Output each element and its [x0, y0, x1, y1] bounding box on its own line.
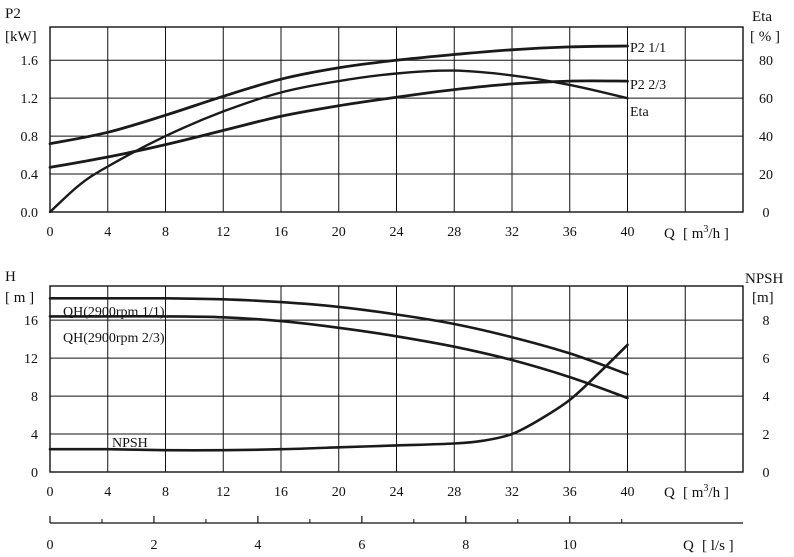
bottom-x-tick-label: 40 [621, 485, 635, 500]
top-q-axis-label: Q [664, 226, 675, 242]
top-x-tick-label: 40 [621, 225, 635, 240]
top-x-tick-label: 0 [47, 225, 54, 240]
top-x-tick-label: 32 [505, 225, 519, 240]
power-efficiency-panel: 0 4 8 12 16 20 24 28 32 36 40 0.0 0.4 0.8 1.2 1.6 0 20 40 6… [5, 6, 780, 242]
bottom-right-tick-label: 6 [763, 352, 770, 367]
ls-q-axis-label: Q [683, 538, 694, 554]
bottom-left-tick-label: 0 [31, 466, 38, 481]
bottom-curves [48, 296, 629, 452]
top-x-tick-label: 28 [447, 225, 461, 240]
h-axis-unit: [ m ] [5, 290, 34, 306]
bottom-x-tick-label: 8 [162, 485, 169, 500]
bottom-right-tick-label: 8 [763, 314, 770, 329]
bottom-x-tick-label: 20 [332, 485, 346, 500]
top-left-tick-label: 1.2 [21, 92, 39, 107]
bottom-q-axis-unit: [ m3/h ] [683, 483, 729, 501]
bottom-x-tick-label: 12 [216, 485, 230, 500]
top-curves [48, 44, 629, 214]
npsh-axis-unit: [m] [752, 290, 774, 306]
top-tick-labels: 0 4 8 12 16 20 24 28 32 36 40 0.0 0.4 0.8 1.2 1.6 0 20 40 6… [21, 54, 774, 240]
bottom-right-tick-label: 0 [763, 466, 770, 481]
eta-series-label: Eta [630, 105, 649, 120]
npsh-series-label: NPSH [112, 436, 148, 451]
top-right-tick-label: 60 [759, 92, 773, 107]
npsh-curve [48, 343, 629, 452]
ls-axis-ticks: 0 2 4 6 8 10 [47, 516, 623, 553]
p2-2-3-curve [48, 79, 629, 169]
eta-axis-title: Eta [752, 9, 772, 25]
p2-axis-unit: [kW] [5, 29, 37, 45]
top-x-tick-label: 20 [332, 225, 346, 240]
npsh-axis-title: NPSH [745, 271, 784, 287]
top-right-tick-label: 0 [763, 206, 770, 221]
bottom-left-tick-label: 16 [24, 314, 38, 329]
top-right-tick-label: 80 [759, 54, 773, 69]
bottom-x-tick-label: 4 [104, 485, 111, 500]
qh-2900rpm-2-3-curve [48, 315, 629, 400]
bottom-right-tick-label: 4 [763, 390, 770, 405]
top-x-tick-label: 36 [563, 225, 577, 240]
ls-tick-label: 2 [150, 538, 157, 553]
bottom-x-tick-label: 16 [274, 485, 288, 500]
top-right-tick-label: 40 [759, 130, 773, 145]
top-left-tick-label: 0.4 [21, 168, 39, 183]
p2-axis-title: P2 [5, 6, 21, 22]
top-x-tick-label: 8 [162, 225, 169, 240]
bottom-x-tick-label: 32 [505, 485, 519, 500]
bottom-right-tick-label: 2 [763, 428, 770, 443]
bottom-left-tick-label: 12 [24, 352, 38, 367]
top-x-tick-label: 24 [390, 225, 404, 240]
p2-1-1-curve [48, 44, 629, 146]
qh-2-3-series-label: QH(2900rpm 2/3) [63, 331, 165, 346]
eta-curve [48, 69, 629, 214]
bottom-q-axis-label: Q [664, 485, 675, 501]
top-left-tick-label: 0.0 [21, 206, 39, 221]
ls-tick-label: 4 [254, 538, 261, 553]
ls-tick-label: 10 [563, 538, 577, 553]
top-left-tick-label: 0.8 [21, 130, 39, 145]
bottom-left-tick-label: 4 [31, 428, 38, 443]
top-x-tick-label: 12 [216, 225, 230, 240]
qh-full-series-label: QH(2900rpm 1/1) [63, 305, 165, 320]
ls-q-axis-unit: [ l/s ] [702, 538, 734, 554]
top-x-tick-label: 16 [274, 225, 288, 240]
eta-axis-unit: [ % ] [750, 29, 780, 45]
p2-2-3-series-label: P2 2/3 [630, 78, 666, 93]
ls-tick-label: 6 [358, 538, 365, 553]
ls-tick-label: 8 [462, 538, 469, 553]
bottom-x-tick-label: 24 [390, 485, 404, 500]
qh-2900rpm-1-1-curve [48, 296, 629, 376]
bottom-x-tick-label: 28 [447, 485, 461, 500]
top-right-tick-label: 20 [759, 168, 773, 183]
bottom-x-tick-label: 36 [563, 485, 577, 500]
p2-1-1-series-label: P2 1/1 [630, 41, 666, 56]
top-x-tick-label: 4 [104, 225, 111, 240]
bottom-x-tick-label: 0 [47, 485, 54, 500]
top-q-axis-unit: [ m3/h ] [683, 224, 729, 242]
bottom-left-tick-label: 8 [31, 390, 38, 405]
h-axis-title: H [5, 269, 16, 285]
ls-tick-label: 0 [47, 538, 54, 553]
top-left-tick-label: 1.6 [21, 54, 39, 69]
